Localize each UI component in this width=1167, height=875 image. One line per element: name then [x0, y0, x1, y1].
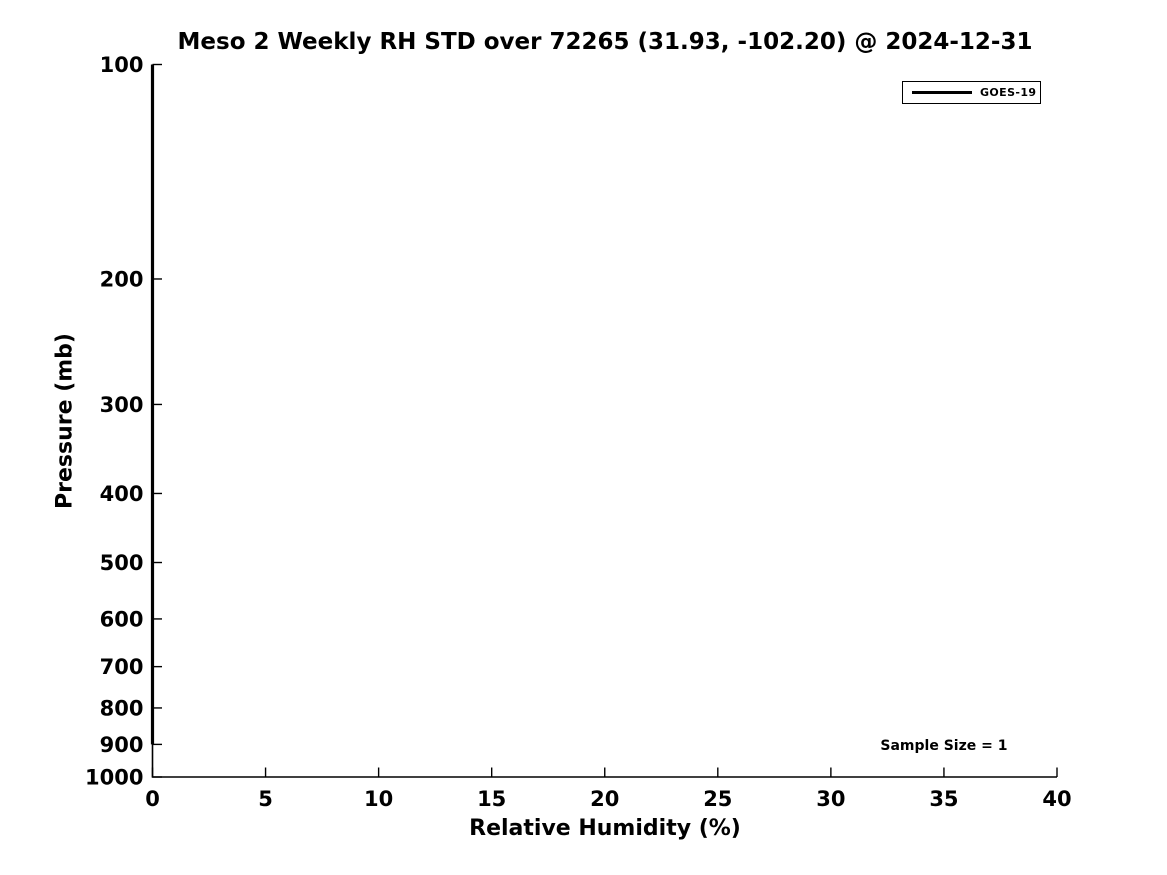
x-tick-label: 20 — [590, 787, 619, 811]
x-tick-label: 35 — [929, 787, 958, 811]
x-tick-label: 30 — [816, 787, 845, 811]
legend-line-sample — [912, 90, 972, 95]
x-tick-label: 15 — [477, 787, 506, 811]
y-tick-label: 400 — [100, 482, 144, 506]
x-tick-label: 5 — [258, 787, 273, 811]
chart-title: Meso 2 Weekly RH STD over 72265 (31.93, … — [177, 29, 1033, 55]
y-tick-label: 600 — [100, 607, 144, 631]
y-tick-label: 200 — [100, 267, 144, 291]
y-tick-label: 1000 — [85, 766, 143, 790]
y-tick-label: 500 — [100, 551, 144, 575]
y-tick-label: 900 — [100, 733, 144, 757]
x-axis-label: Relative Humidity (%) — [469, 816, 741, 841]
y-tick-label: 300 — [100, 393, 144, 417]
legend: GOES-19 — [902, 81, 1041, 104]
x-tick-label: 10 — [364, 787, 393, 811]
y-tick-label: 800 — [100, 696, 144, 720]
y-tick-label: 100 — [100, 53, 144, 77]
x-tick-label: 25 — [703, 787, 732, 811]
y-tick-label: 700 — [100, 655, 144, 679]
legend-label: GOES-19 — [980, 86, 1037, 99]
x-tick-label: 40 — [1042, 787, 1071, 811]
sample-size-annotation: Sample Size = 1 — [880, 738, 1008, 755]
x-tick-label: 0 — [145, 787, 160, 811]
